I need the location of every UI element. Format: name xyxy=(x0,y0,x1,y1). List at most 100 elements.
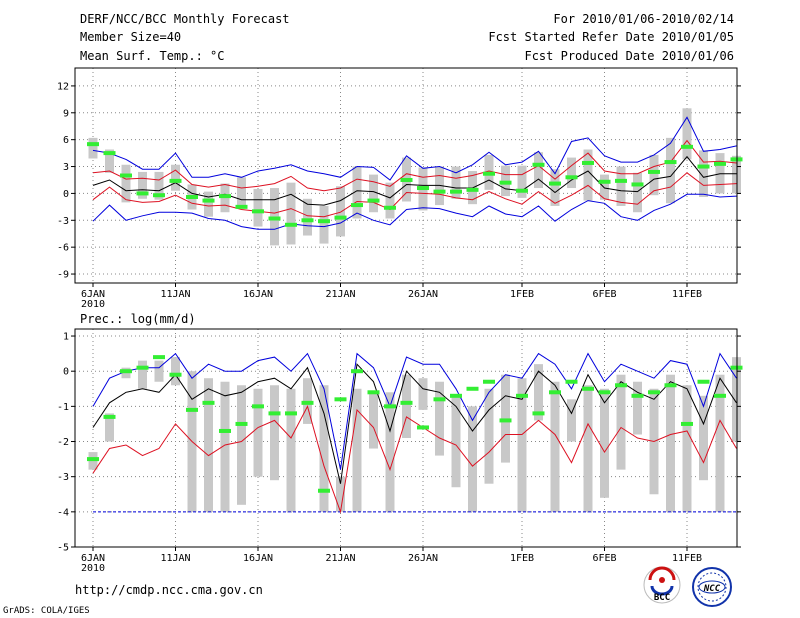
precipitation-spread-bar xyxy=(616,374,626,470)
precipitation-xtick-label: 26JAN xyxy=(408,553,438,564)
precipitation-observed-mark xyxy=(499,418,512,423)
precipitation-observed-mark xyxy=(648,390,660,395)
precipitation-xtick-label: 2010 xyxy=(81,563,105,574)
precipitation-spread-bar xyxy=(435,381,444,456)
temperature-observed-mark xyxy=(120,173,132,178)
temperature-observed-mark xyxy=(351,203,363,208)
precipitation-spread-bar xyxy=(138,360,147,389)
temperature-observed-mark xyxy=(714,161,726,166)
precipitation-spread-bar xyxy=(154,360,164,382)
temperature-variable-label: Mean Surf. Temp.: °C xyxy=(80,49,225,63)
temperature-spread-bar xyxy=(154,171,164,200)
temperature-observed-mark xyxy=(466,187,479,192)
temperature-spread-bar xyxy=(583,149,593,201)
precipitation-observed-mark xyxy=(466,386,479,391)
temperature-observed-mark xyxy=(615,178,627,183)
temperature-observed-mark xyxy=(87,142,99,147)
precipitation-observed-mark xyxy=(516,393,528,398)
temperature-observed-mark xyxy=(631,182,644,187)
precipitation-observed-mark xyxy=(285,411,297,416)
temperature-observed-mark xyxy=(202,198,215,203)
precipitation-observed-mark xyxy=(450,393,462,398)
temperature-observed-mark xyxy=(697,164,710,169)
temperature-spread-bar xyxy=(319,205,329,244)
temperature-observed-mark xyxy=(681,144,693,149)
figure-title: DERF/NCC/BCC Monthly Forecast xyxy=(80,12,290,26)
temperature-observed-mark xyxy=(532,162,545,167)
temperature-observed-mark xyxy=(450,189,462,194)
temperature-ytick-label: 12 xyxy=(57,81,69,92)
temperature-observed-mark xyxy=(252,209,264,214)
temperature-spread-bar xyxy=(534,152,543,189)
temperature-spread-bar xyxy=(105,149,114,173)
temperature-xtick-label: 6FEB xyxy=(592,289,616,300)
temperature-observed-mark xyxy=(367,198,380,203)
precipitation-observed-mark xyxy=(483,379,495,384)
temperature-ensemble_min-line xyxy=(92,193,737,230)
temperature-observed-mark xyxy=(169,178,182,183)
forecast-started-date: Fcst Started Refer Date 2010/01/05 xyxy=(488,30,734,44)
temperature-observed-mark xyxy=(499,180,512,185)
precipitation-spread-bar xyxy=(402,374,411,438)
temperature-spread-bar xyxy=(286,182,296,245)
temperature-spread-bar xyxy=(138,171,147,199)
temperature-ytick-label: 9 xyxy=(63,108,69,119)
precipitation-observed-mark xyxy=(697,379,710,384)
precipitation-observed-mark xyxy=(384,404,396,409)
precipitation-observed-mark xyxy=(103,414,116,419)
temperature-observed-mark xyxy=(318,219,330,224)
precipitation-observed-mark xyxy=(219,428,231,433)
precipitation-spread-bar xyxy=(682,385,692,512)
precipitation-xtick-label: 16JAN xyxy=(243,553,273,564)
temperature-spread-bar xyxy=(237,177,246,208)
temperature-observed-mark xyxy=(136,191,149,196)
precipitation-observed-mark xyxy=(153,355,165,360)
temperature-xtick-label: 26JAN xyxy=(408,289,438,300)
precipitation-spread-bar xyxy=(715,374,725,512)
temperature-spread-bar xyxy=(600,174,609,200)
member-size-label: Member Size=40 xyxy=(80,30,181,44)
temperature-ytick-label: -3 xyxy=(57,216,69,227)
precipitation-spread-bar xyxy=(517,378,527,512)
ncc-logo-text: NCC xyxy=(703,584,721,594)
temperature-xtick-label: 6JAN xyxy=(81,289,105,300)
source-url[interactable]: http://cmdp.ncc.cma.gov.cn xyxy=(75,583,263,597)
precipitation-ensemble_mean-line xyxy=(92,363,737,484)
precipitation-ytick-label: -4 xyxy=(57,507,69,518)
temperature-spread-bar xyxy=(649,154,659,196)
precipitation-observed-mark xyxy=(87,457,99,462)
temperature-ensemble_mean-line xyxy=(92,155,737,206)
temperature-observed-mark xyxy=(301,218,314,223)
precipitation-variable-label: Prec.: log(mm/d) xyxy=(80,312,196,326)
precipitation-observed-mark xyxy=(565,379,578,384)
precipitation-ytick-label: -5 xyxy=(57,543,69,554)
temperature-ytick-label: 0 xyxy=(63,189,69,200)
precipitation-xtick-label: 11FEB xyxy=(672,553,702,564)
precipitation-xtick-label: 6FEB xyxy=(592,553,616,564)
temperature-observed-mark xyxy=(565,175,578,180)
temperature-observed-mark xyxy=(219,194,231,199)
precipitation-spread-bar xyxy=(666,374,675,512)
temperature-spread-bar xyxy=(682,108,692,160)
precipitation-observed-mark xyxy=(186,407,198,412)
precipitation-spread-bar xyxy=(286,388,296,512)
precipitation-observed-mark xyxy=(433,397,446,402)
precipitation-spread-bar xyxy=(352,388,362,512)
temperature-mean_minus_sd-line xyxy=(92,172,737,218)
precipitation-spread-bar xyxy=(220,381,230,512)
temperature-spread-bar xyxy=(567,157,576,189)
precipitation-spread-bar xyxy=(451,395,461,488)
temperature-observed-mark xyxy=(268,216,281,221)
precipitation-spread-bar xyxy=(237,385,246,505)
temperature-observed-mark xyxy=(664,160,677,165)
temperature-ensemble_max-line xyxy=(92,116,737,181)
precipitation-observed-mark xyxy=(664,383,677,388)
temperature-observed-mark xyxy=(483,171,495,176)
precipitation-spread-bar xyxy=(319,385,329,512)
temperature-spread-bar xyxy=(369,174,378,213)
temperature-spread-bar xyxy=(633,172,642,213)
temperature-observed-mark xyxy=(400,177,413,182)
temperature-observed-mark xyxy=(285,222,297,227)
